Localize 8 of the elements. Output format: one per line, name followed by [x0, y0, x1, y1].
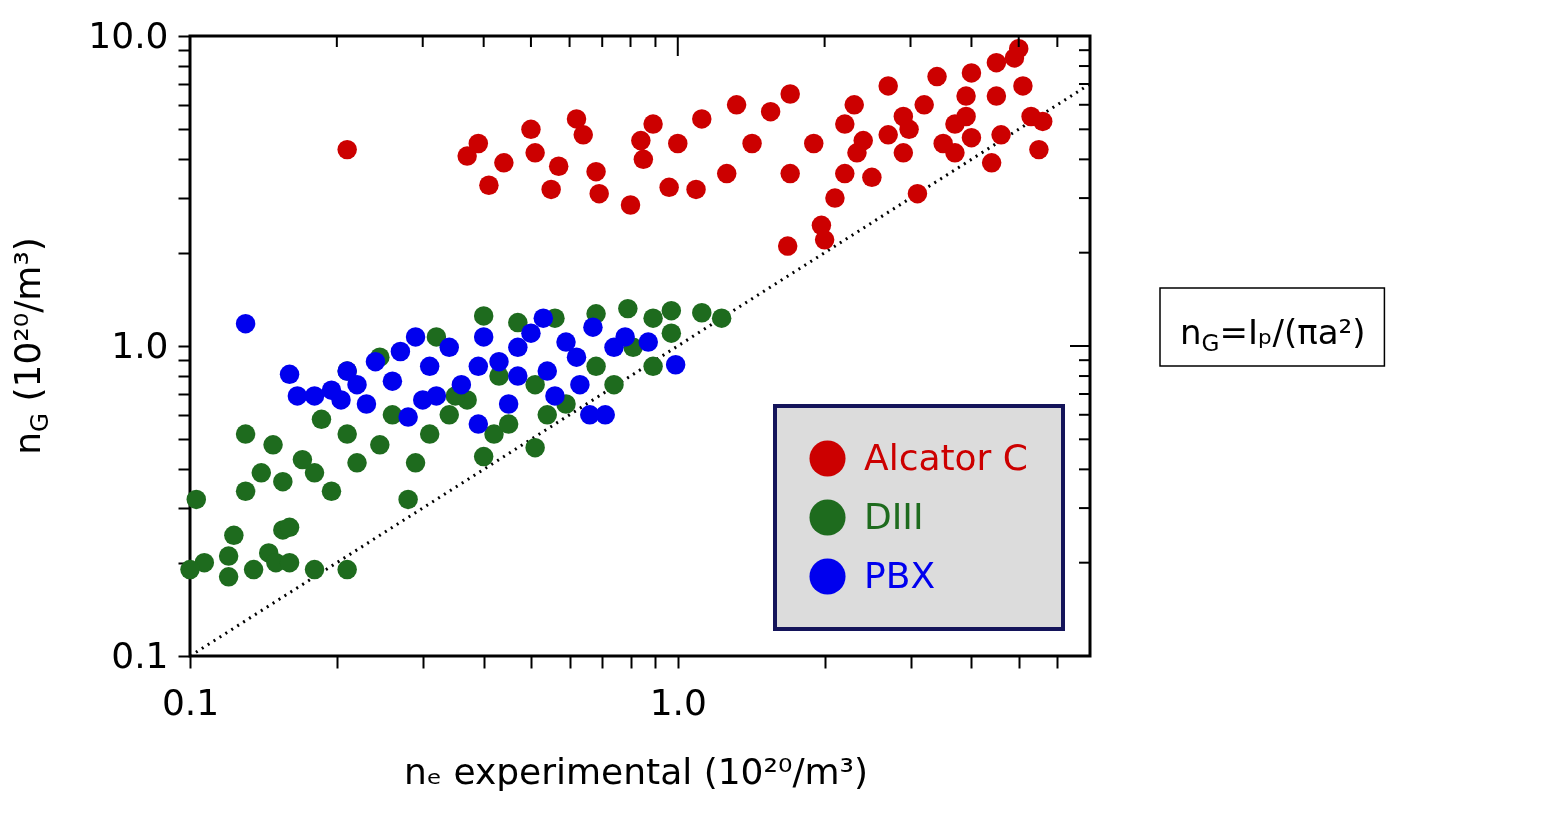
legend-label: Alcator C [864, 436, 1029, 478]
y-tick-label: 10.0 [88, 14, 169, 56]
legend-label: PBX [864, 554, 936, 596]
y-axis-title: nG (10²⁰/m³) [7, 237, 54, 455]
y-tick-label: 0.1 [111, 634, 169, 676]
x-axis-title: nₑ experimental (10²⁰/m³) [404, 751, 869, 792]
y-tick-label: 1.0 [111, 324, 169, 366]
legend-label: DIII [864, 495, 924, 537]
